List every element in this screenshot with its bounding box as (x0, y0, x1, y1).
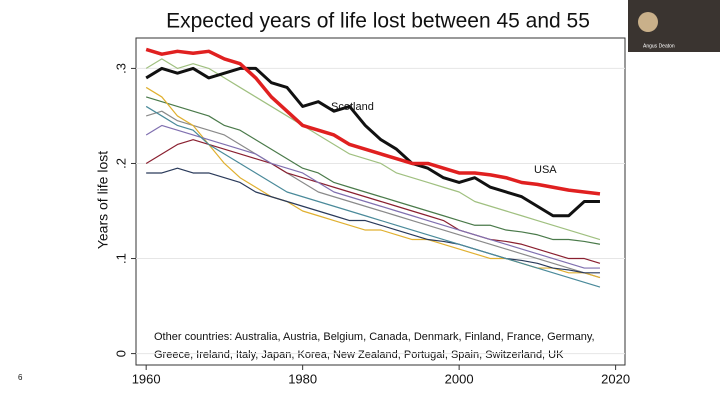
y-tick-label: .3 (113, 63, 128, 74)
series-line (146, 167, 600, 274)
chart-title: Expected years of life lost between 45 a… (166, 10, 590, 33)
slide-number: 6 (18, 373, 23, 382)
series-line (145, 139, 601, 264)
presenter-label: Angus Deaton (643, 43, 675, 49)
x-tick-label: 1960 (132, 371, 161, 386)
x-tick-label: 1980 (288, 371, 317, 386)
series-line (145, 47, 601, 196)
y-tick-label: 0 (113, 350, 128, 357)
x-tick-label: 2020 (601, 371, 630, 386)
series-line (145, 66, 600, 218)
y-axis-label: Years of life lost (95, 151, 111, 249)
note: Other countries: Australia, Austria, Bel… (154, 331, 595, 343)
series-line (145, 105, 601, 288)
series-line (145, 110, 601, 279)
series-line (145, 58, 601, 241)
y-tick-label: .2 (113, 158, 128, 169)
presenter-face (638, 12, 658, 32)
x-tick-label: 2000 (445, 371, 474, 386)
note: Greece, Ireland, Italy, Japan, Korea, Ne… (154, 349, 564, 361)
plot-frame (135, 37, 626, 366)
series-line (145, 96, 601, 245)
y-tick-label: .1 (113, 253, 128, 264)
annotation: USA (534, 164, 557, 176)
series-line (145, 124, 600, 269)
